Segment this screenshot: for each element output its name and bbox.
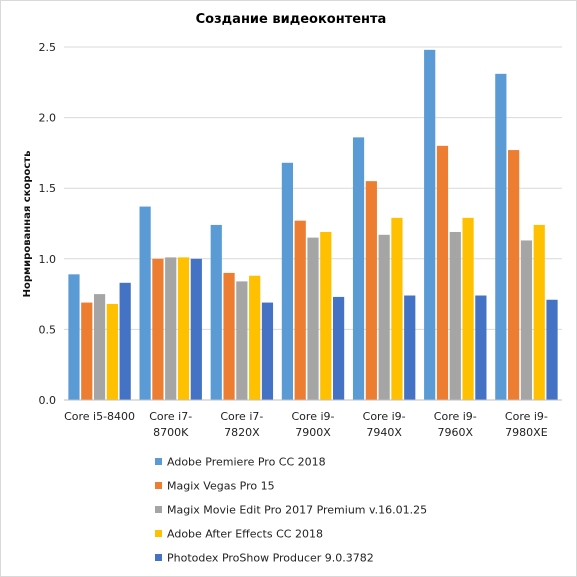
bar	[495, 73, 507, 400]
legend-label: Adobe After Effects CC 2018	[167, 528, 323, 541]
bar	[520, 240, 533, 400]
bar	[307, 237, 319, 400]
y-tick-label: 2.0	[39, 112, 57, 125]
x-tick-label: Core i9-	[505, 410, 548, 423]
bar	[119, 282, 131, 400]
bar	[546, 299, 558, 400]
bar	[177, 257, 190, 400]
bar	[93, 294, 106, 400]
bar	[378, 234, 390, 400]
bar	[210, 224, 222, 400]
bar	[294, 220, 306, 400]
chart-title: Создание видеоконтента	[196, 12, 387, 27]
bar	[249, 275, 261, 400]
bar	[68, 274, 80, 400]
legend-label: Magix Movie Edit Pro 2017 Premium v.16.0…	[167, 504, 427, 517]
legend-swatch	[155, 458, 162, 465]
legend: Adobe Premiere Pro CC 2018 Magix Vegas Pr…	[155, 456, 427, 565]
legend-label: Adobe Premiere Pro CC 2018	[167, 456, 326, 469]
x-tick-label: Core i9-	[363, 410, 406, 423]
y-axis-label: Нормированная скорость	[22, 151, 33, 298]
x-tick-label: 7820X	[224, 426, 260, 439]
y-tick-label: 1.0	[39, 253, 57, 266]
bar	[365, 181, 377, 400]
bar	[424, 49, 436, 400]
bar	[320, 231, 332, 400]
bar	[139, 206, 151, 400]
bar	[261, 302, 274, 400]
legend-label: Magix Vegas Pro 15	[167, 480, 275, 493]
bar	[391, 217, 403, 400]
bars	[68, 49, 558, 401]
legend-swatch	[155, 554, 162, 561]
x-tick-label: Core i5-8400	[64, 410, 135, 423]
bar	[223, 272, 235, 400]
y-tick-label: 0.0	[39, 394, 57, 407]
y-tick-label: 0.5	[39, 323, 57, 336]
bar	[106, 303, 118, 400]
bar	[449, 231, 461, 400]
bar	[152, 258, 164, 400]
bar	[281, 162, 293, 400]
bar	[404, 295, 416, 400]
bar	[436, 145, 449, 400]
bar	[352, 137, 365, 401]
x-tick-label: Core i7-	[220, 410, 263, 423]
y-tick-label: 1.5	[39, 182, 57, 195]
x-tick-label: 7900X	[295, 426, 331, 439]
bar	[333, 296, 345, 400]
axes: 0.0 0.5 1.0 1.5 2.0 2.5 Core i5-8400 Core i7- 87…	[39, 41, 562, 439]
x-tick-label: 7980XE	[505, 426, 548, 439]
x-tick-label: 8700K	[153, 426, 189, 439]
bar	[508, 150, 520, 400]
x-tick-label: Core i9-	[292, 410, 335, 423]
bar	[165, 257, 177, 400]
x-tick-label: Core i7-	[149, 410, 192, 423]
legend-swatch	[155, 530, 162, 537]
bar	[190, 258, 202, 400]
legend-swatch	[155, 506, 162, 513]
x-tick-label: 7940X	[366, 426, 402, 439]
bar	[475, 295, 487, 400]
legend-swatch	[155, 482, 162, 489]
x-tick-label: Core i9-	[434, 410, 477, 423]
legend-label: Photodex ProShow Producer 9.0.3782	[167, 552, 374, 565]
y-tick-label: 2.5	[39, 41, 57, 54]
bar	[81, 302, 93, 400]
bar	[236, 281, 248, 400]
x-tick-label: 7960X	[438, 426, 474, 439]
bar	[462, 217, 474, 400]
bar	[533, 224, 545, 400]
